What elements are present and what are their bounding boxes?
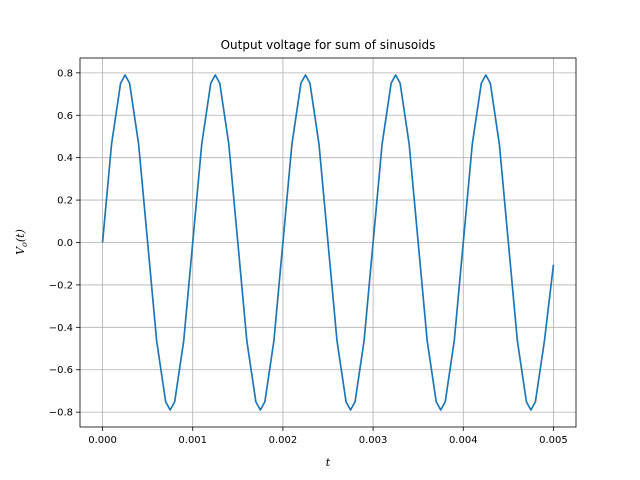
y-tick-label: −0.4	[49, 323, 73, 334]
plot-frame	[79, 57, 577, 428]
x-tick-label: 0.003	[359, 435, 388, 446]
y-axis-label-main: V	[14, 246, 27, 255]
y-axis-label-sub: o	[20, 242, 29, 247]
x-tick-label: 0.004	[449, 435, 478, 446]
y-axis-ticks: −0.8 −0.6 −0.4 −0.2 0.0 0.2 0.4 0.6 0.8	[49, 68, 80, 419]
chart-title: Output voltage for sum of sinusoids	[221, 38, 436, 52]
y-tick-label: −0.2	[49, 280, 73, 291]
x-axis-label: t	[326, 456, 331, 469]
x-tick-label: 0.000	[88, 435, 117, 446]
y-axis-label-rest: (t)	[14, 229, 27, 242]
y-axis-label: Vo(t)	[14, 229, 29, 255]
y-tick-label: −0.6	[49, 365, 73, 376]
x-tick-label: 0.005	[539, 435, 568, 446]
y-tick-label: 0.4	[57, 153, 73, 164]
y-tick-label: 0.0	[57, 238, 73, 249]
y-tick-label: 0.2	[57, 196, 73, 207]
y-tick-label: 0.6	[57, 111, 73, 122]
x-tick-label: 0.001	[178, 435, 207, 446]
series-line	[101, 74, 555, 411]
y-tick-label: −0.8	[49, 408, 73, 419]
x-tick-label: 0.002	[269, 435, 298, 446]
y-tick-label: 0.8	[57, 68, 73, 79]
x-axis-ticks: 0.000 0.001 0.002 0.003 0.004 0.005	[88, 427, 568, 446]
